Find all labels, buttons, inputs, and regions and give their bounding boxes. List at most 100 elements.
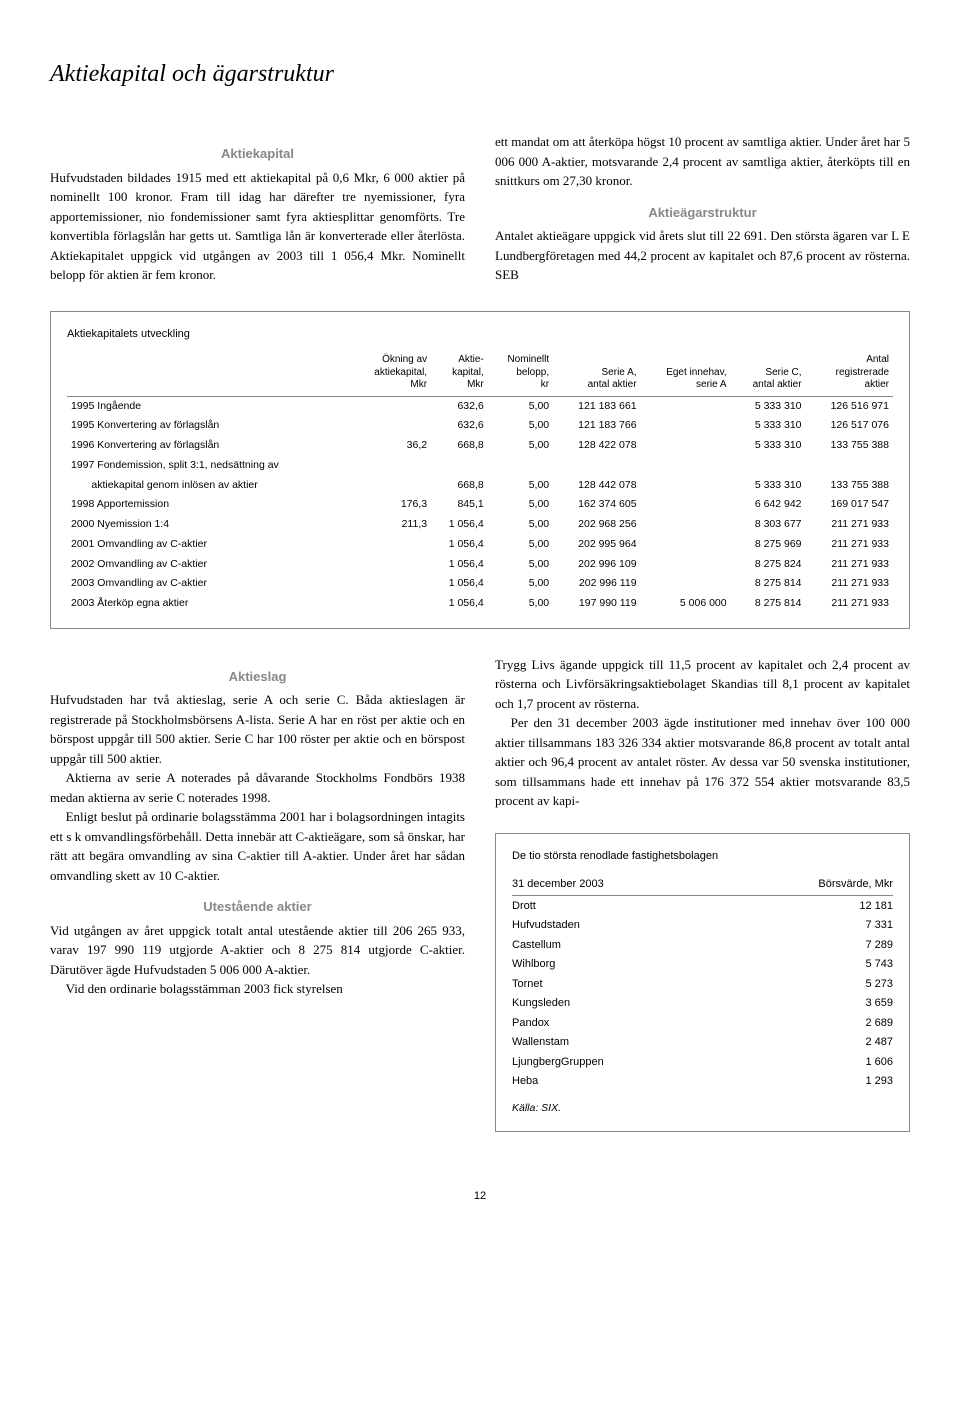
th-date: 31 december 2003: [512, 874, 722, 896]
company-name-cell: Wihlborg: [512, 955, 722, 975]
table-cell: [351, 594, 431, 614]
mandate-paragraph: ett mandat om att återköpa högst 10 proc…: [495, 132, 910, 191]
table-cell: [641, 436, 731, 456]
table-cell: 202 968 256: [553, 515, 640, 535]
table-row: 1995 Ingående632,65,00121 183 6615 333 3…: [67, 396, 893, 416]
company-name-cell: LjungbergGruppen: [512, 1052, 722, 1072]
market-value-cell: 2 487: [722, 1033, 893, 1053]
institutioner-paragraph: Per den 31 december 2003 ägde institutio…: [495, 713, 910, 811]
table-cell: 5,00: [488, 535, 553, 555]
table-cell: 197 990 119: [553, 594, 640, 614]
table-cell: 2003 Återköp egna aktier: [67, 594, 351, 614]
table-cell: 8 275 814: [731, 574, 806, 594]
table-cell: 5 006 000: [641, 594, 731, 614]
table-cell: 2002 Omvandling av C-aktier: [67, 555, 351, 575]
aktiekapital-paragraph: Hufvudstaden bildades 1915 med ett aktie…: [50, 168, 465, 285]
table-cell: 845,1: [431, 495, 488, 515]
table-cell: 133 755 388: [806, 436, 893, 456]
table-cell: [641, 574, 731, 594]
table-cell: 1 056,4: [431, 594, 488, 614]
lower-left-column: Aktieslag Hufvudstaden har två aktieslag…: [50, 655, 465, 1158]
aktieslag-p3: Enligt beslut på ordinarie bolagsstämma …: [50, 807, 465, 885]
table-cell: 1996 Konvertering av förlagslån: [67, 436, 351, 456]
table-cell: 5,00: [488, 476, 553, 496]
table-cell: 1995 Konvertering av förlagslån: [67, 416, 351, 436]
th-desc: [67, 352, 351, 396]
table-cell: 211 271 933: [806, 555, 893, 575]
table-cell: [641, 396, 731, 416]
table-cell: 211 271 933: [806, 515, 893, 535]
aktieslag-p2: Aktierna av serie A noterades på dåvaran…: [50, 768, 465, 807]
table-cell: 5,00: [488, 396, 553, 416]
share-capital-table: Ökning av aktiekapital, Mkr Aktie- kapit…: [67, 352, 893, 614]
table-cell: 128 422 078: [553, 436, 640, 456]
market-value-cell: 7 289: [722, 935, 893, 955]
table-row: Pandox2 689: [512, 1013, 893, 1033]
market-value-cell: 3 659: [722, 994, 893, 1014]
table-cell: [351, 476, 431, 496]
th-nominellt: Nominellt belopp, kr: [488, 352, 553, 396]
table-cell: 5 333 310: [731, 436, 806, 456]
table-cell: 668,8: [431, 436, 488, 456]
table-cell: [351, 535, 431, 555]
market-value-cell: 5 743: [722, 955, 893, 975]
table-cell: 5 333 310: [731, 396, 806, 416]
company-name-cell: Drott: [512, 896, 722, 916]
table-cell: [641, 495, 731, 515]
table-cell: 5,00: [488, 436, 553, 456]
table-cell: [553, 456, 640, 476]
th-antal-reg: Antal registrerade aktier: [806, 352, 893, 396]
ownership-paragraph: Antalet aktieägare uppgick vid årets slu…: [495, 226, 910, 285]
table-cell: [488, 456, 553, 476]
lower-right-column: Trygg Livs ägande uppgick till 11,5 proc…: [495, 655, 910, 1158]
heading-aktieagarstruktur: Aktieägarstruktur: [495, 203, 910, 223]
heading-utestaende: Utestående aktier: [50, 897, 465, 917]
top10-box: De tio största renodlade fastighetsbolag…: [495, 833, 910, 1132]
table2-header-row: 31 december 2003 Börsvärde, Mkr: [512, 874, 893, 896]
table-cell: 6 642 942: [731, 495, 806, 515]
company-name-cell: Pandox: [512, 1013, 722, 1033]
table-cell: 5,00: [488, 574, 553, 594]
table-row: 1995 Konvertering av förlagslån632,65,00…: [67, 416, 893, 436]
table2-title: De tio största renodlade fastighetsbolag…: [512, 848, 893, 865]
heading-aktiekapital: Aktiekapital: [50, 144, 465, 164]
upper-right-column: ett mandat om att återköpa högst 10 proc…: [495, 132, 910, 285]
table-cell: 8 303 677: [731, 515, 806, 535]
table-cell: 202 996 109: [553, 555, 640, 575]
table-cell: 133 755 388: [806, 476, 893, 496]
aktieslag-p1: Hufvudstaden har två aktieslag, serie A …: [50, 690, 465, 768]
table-cell: 2003 Omvandling av C-aktier: [67, 574, 351, 594]
company-name-cell: Hufvudstaden: [512, 916, 722, 936]
table-cell: 8 275 969: [731, 535, 806, 555]
company-name-cell: Tornet: [512, 974, 722, 994]
market-value-cell: 1 293: [722, 1072, 893, 1092]
table-row: Heba1 293: [512, 1072, 893, 1092]
table-cell: 5,00: [488, 416, 553, 436]
table-cell: 121 183 766: [553, 416, 640, 436]
market-value-cell: 12 181: [722, 896, 893, 916]
table-cell: 211 271 933: [806, 535, 893, 555]
th-okning: Ökning av aktiekapital, Mkr: [351, 352, 431, 396]
share-capital-development-box: Aktiekapitalets utveckling Ökning av akt…: [50, 311, 910, 629]
table-row: Wallenstam2 487: [512, 1033, 893, 1053]
page-number: 12: [50, 1188, 910, 1205]
table-cell: [641, 535, 731, 555]
table-row: 2003 Återköp egna aktier1 056,45,00197 9…: [67, 594, 893, 614]
table-cell: 5,00: [488, 555, 553, 575]
th-eget-innehav: Eget innehav, serie A: [641, 352, 731, 396]
table-cell: 8 275 824: [731, 555, 806, 575]
table-cell: 1 056,4: [431, 555, 488, 575]
table-cell: 668,8: [431, 476, 488, 496]
top10-table: 31 december 2003 Börsvärde, Mkr Drott12 …: [512, 874, 893, 1091]
table-cell: 169 017 547: [806, 495, 893, 515]
utestaende-p2: Vid den ordinarie bolagsstämman 2003 fic…: [50, 979, 465, 999]
table-cell: 2001 Omvandling av C-aktier: [67, 535, 351, 555]
table-cell: 5,00: [488, 495, 553, 515]
market-value-cell: 1 606: [722, 1052, 893, 1072]
company-name-cell: Wallenstam: [512, 1033, 722, 1053]
trygg-paragraph: Trygg Livs ägande uppgick till 11,5 proc…: [495, 655, 910, 714]
market-value-cell: 2 689: [722, 1013, 893, 1033]
table-cell: aktiekapital genom inlösen av aktier: [67, 476, 351, 496]
table-cell: 1995 Ingående: [67, 396, 351, 416]
table-row: 1998 Apportemission176,3845,15,00162 374…: [67, 495, 893, 515]
